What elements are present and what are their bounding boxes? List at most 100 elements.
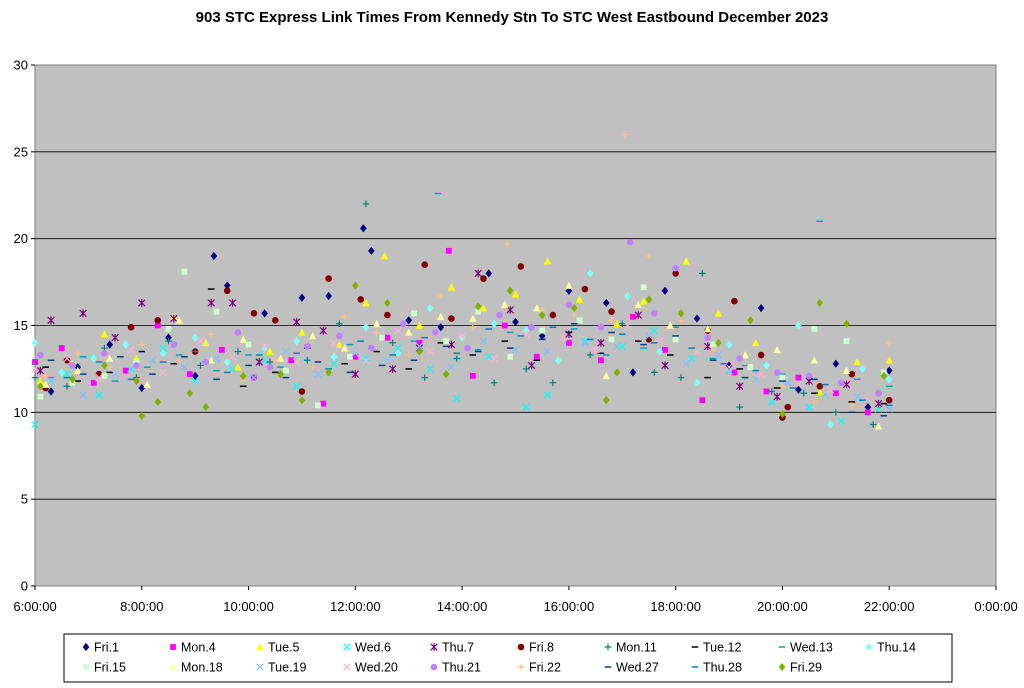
data-point [496, 311, 503, 319]
legend-marker [778, 662, 786, 672]
data-point [415, 321, 424, 329]
data-point [843, 338, 850, 345]
data-point [885, 339, 893, 347]
data-point [645, 336, 653, 343]
legend-label: Fri.15 [94, 661, 126, 675]
data-point [330, 359, 338, 368]
data-point [575, 295, 584, 303]
x-axis: 6:00:00 8:00:00 10:00:00 12:00:00 14:00:00 16… [13, 586, 1018, 614]
data-point [501, 300, 509, 308]
data-point [859, 364, 866, 374]
series-mon-18 [41, 281, 883, 430]
data-point [843, 319, 850, 328]
data-point [314, 370, 322, 378]
legend-label: Wed.27 [616, 661, 659, 675]
data-point [458, 333, 466, 342]
legend-item: Fri.22 [517, 661, 561, 675]
series-wed-6 [31, 326, 883, 429]
data-point [805, 372, 813, 380]
data-point [666, 321, 675, 329]
data-point [677, 374, 685, 381]
data-point [842, 366, 851, 374]
data-point [148, 356, 157, 364]
data-point [191, 333, 199, 342]
data-point [37, 393, 44, 400]
data-point [47, 377, 55, 385]
legend-item: Tue.5 [256, 641, 300, 655]
data-point [47, 387, 55, 396]
data-point [362, 354, 370, 363]
legend-marker [343, 663, 351, 671]
data-point [837, 379, 845, 387]
data-point [288, 357, 295, 364]
data-point [298, 388, 306, 395]
data-point [426, 347, 434, 356]
data-point [485, 269, 493, 278]
data-point [794, 380, 803, 389]
data-point [634, 311, 643, 319]
data-point [127, 365, 135, 373]
data-point [816, 382, 824, 390]
data-point [426, 365, 434, 373]
legend-item: Thu.28 [691, 661, 742, 675]
data-point [95, 373, 103, 382]
data-point [101, 372, 108, 379]
data-point [864, 409, 871, 416]
data-point [191, 377, 199, 385]
data-point [661, 361, 669, 370]
data-point [325, 275, 332, 282]
data-point [384, 334, 391, 341]
y-tick-label: 20 [14, 231, 28, 246]
data-point [795, 374, 802, 381]
data-point [320, 400, 327, 407]
data-point [31, 420, 39, 429]
x-tick-label: 16:00:00 [544, 599, 595, 614]
data-point [207, 299, 215, 307]
data-point [602, 396, 610, 405]
data-point [341, 313, 348, 321]
data-point [416, 339, 423, 346]
data-point [362, 200, 370, 208]
data-point [394, 344, 402, 352]
data-point [725, 366, 733, 375]
legend [63, 633, 953, 683]
data-point [207, 356, 215, 364]
data-point [747, 316, 754, 325]
data-point [757, 304, 765, 313]
data-point [832, 390, 839, 397]
legend-item: Tue.19 [256, 661, 307, 675]
legend-marker [517, 643, 525, 651]
data-point [651, 369, 658, 376]
data-point [630, 313, 636, 320]
data-point [490, 354, 498, 363]
data-point [308, 332, 317, 340]
data-point [234, 363, 242, 371]
data-point [853, 392, 861, 401]
data-point [752, 338, 760, 347]
data-point [731, 369, 738, 376]
data-point [710, 341, 716, 348]
data-point [347, 353, 353, 360]
data-point [95, 391, 103, 399]
data-point [351, 349, 360, 358]
data-point [336, 320, 343, 328]
data-point [255, 358, 263, 366]
data-point [581, 285, 589, 293]
data-point [437, 312, 445, 321]
legend-label: Thu.14 [877, 641, 916, 655]
legend-marker [256, 643, 264, 651]
data-point [315, 402, 321, 409]
data-point [143, 380, 151, 388]
legend-marker [517, 663, 525, 671]
data-point [501, 322, 508, 329]
legend-item: Tue.12 [691, 641, 742, 655]
data-point [517, 263, 525, 270]
data-point [372, 319, 381, 328]
data-point [832, 359, 840, 368]
data-point [298, 328, 306, 336]
chart-title: 903 STC Express Link Times From Kennedy … [196, 9, 829, 26]
x-tick-label: 6:00:00 [13, 599, 56, 614]
data-point [228, 299, 237, 307]
data-point [645, 252, 653, 260]
data-point [703, 342, 712, 351]
